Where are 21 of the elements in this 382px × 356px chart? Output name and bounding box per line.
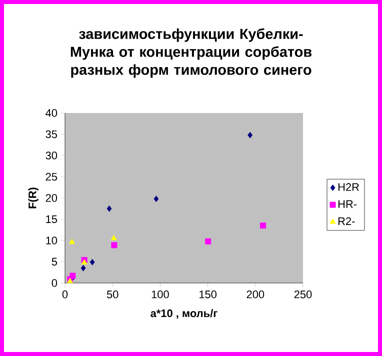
x-tick-label: 150 (199, 290, 216, 298)
y-axis-title: F(R) (28, 188, 38, 208)
y-tick-label: 35 (46, 130, 58, 138)
x-tick-label: 50 (106, 290, 118, 298)
legend-label: H2R (338, 183, 359, 191)
legend-label: R2- (338, 217, 355, 225)
x-tick-label: 0 (62, 290, 68, 298)
chart-title: зависимостьфункции Кубелки-Мунка от концентрации сорбатов разных форм тимолового синего (70, 28, 312, 78)
y-tick-label: 15 (46, 215, 58, 224)
y-tick-label: 25 (46, 172, 58, 181)
y-tick-label: 10 (46, 236, 58, 244)
y-tick-label: 5 (52, 258, 58, 266)
x-tick-label: 200 (246, 290, 264, 298)
legend-label: HR- (338, 200, 357, 208)
y-tick-label: 0 (52, 279, 58, 287)
x-axis-title: a*10 , моль/г (150, 309, 218, 319)
y-tick-label: 20 (46, 194, 58, 202)
x-tick-label: 100 (152, 290, 169, 298)
y-tick-label: 40 (46, 109, 58, 117)
y-tick-label: 30 (46, 152, 58, 160)
x-tick-label: 250 (294, 290, 312, 298)
